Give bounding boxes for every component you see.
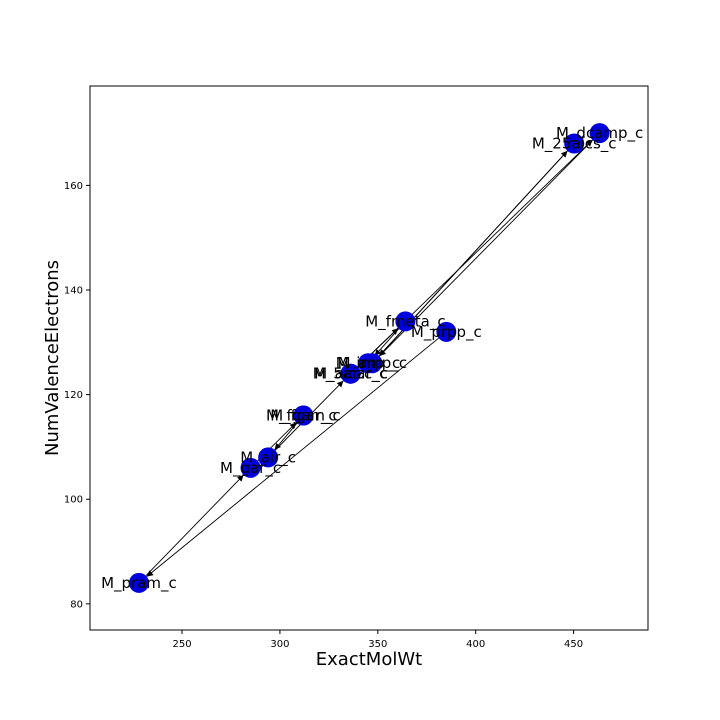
y-tick-label: 140 bbox=[64, 286, 83, 297]
data-point bbox=[240, 457, 261, 478]
point-label: M_fmeta_c bbox=[365, 312, 445, 331]
point-label: M_air_c bbox=[240, 448, 296, 467]
point-label: M_25aics_c bbox=[532, 135, 617, 154]
data-point bbox=[340, 363, 361, 384]
point-label: M_gar_c bbox=[220, 459, 281, 478]
x-tick-label: 350 bbox=[368, 639, 387, 650]
edge-arrow bbox=[374, 328, 400, 357]
data-point bbox=[395, 311, 416, 332]
x-tick-label: 400 bbox=[466, 639, 485, 650]
edge-arrow bbox=[357, 139, 593, 368]
data-point bbox=[128, 572, 149, 593]
y-tick-label: 80 bbox=[70, 599, 83, 610]
data-point bbox=[358, 353, 379, 374]
point-label: M_prpp_c bbox=[411, 323, 482, 342]
x-tick-label: 250 bbox=[172, 639, 191, 650]
data-point bbox=[564, 133, 585, 154]
point-labels-layer: M_dcamp_cM_25aics_c M_fmeta_cM_prpp_cM_am… bbox=[101, 124, 643, 593]
data-point bbox=[258, 447, 279, 468]
y-axis-label: NumValenceElectrons bbox=[42, 260, 63, 456]
y-tick-label: 160 bbox=[64, 181, 83, 192]
data-point bbox=[293, 405, 314, 426]
data-point bbox=[589, 123, 610, 144]
y-tick-label: 120 bbox=[64, 390, 83, 401]
point-label: M_imp_c bbox=[336, 354, 401, 373]
point-label: M_fgar_c bbox=[270, 407, 336, 426]
x-tick-label: 300 bbox=[270, 639, 289, 650]
point-label: M_dcamp_c bbox=[556, 124, 643, 143]
edge-arrow bbox=[146, 337, 439, 577]
point-label: M_5aizc_c bbox=[313, 365, 388, 384]
y-tick-label: 100 bbox=[64, 495, 83, 506]
edge-arrow bbox=[145, 474, 244, 577]
x-tick-label: 450 bbox=[564, 639, 583, 650]
points-layer bbox=[128, 123, 610, 593]
data-point bbox=[436, 321, 457, 342]
edge-arrow bbox=[274, 422, 298, 451]
x-axis-label: ExactMolWt bbox=[316, 649, 422, 670]
y-axis-ticks: 80 100 120 140 160 bbox=[64, 181, 90, 610]
point-label: M_amp_c bbox=[338, 354, 408, 373]
point-label: M_pram_c bbox=[101, 574, 177, 593]
point-label: M_aicar_c bbox=[314, 365, 387, 384]
point-label: M_fgam_c bbox=[266, 407, 341, 426]
x-axis-ticks: 250 300 350 400 450 bbox=[172, 630, 583, 650]
